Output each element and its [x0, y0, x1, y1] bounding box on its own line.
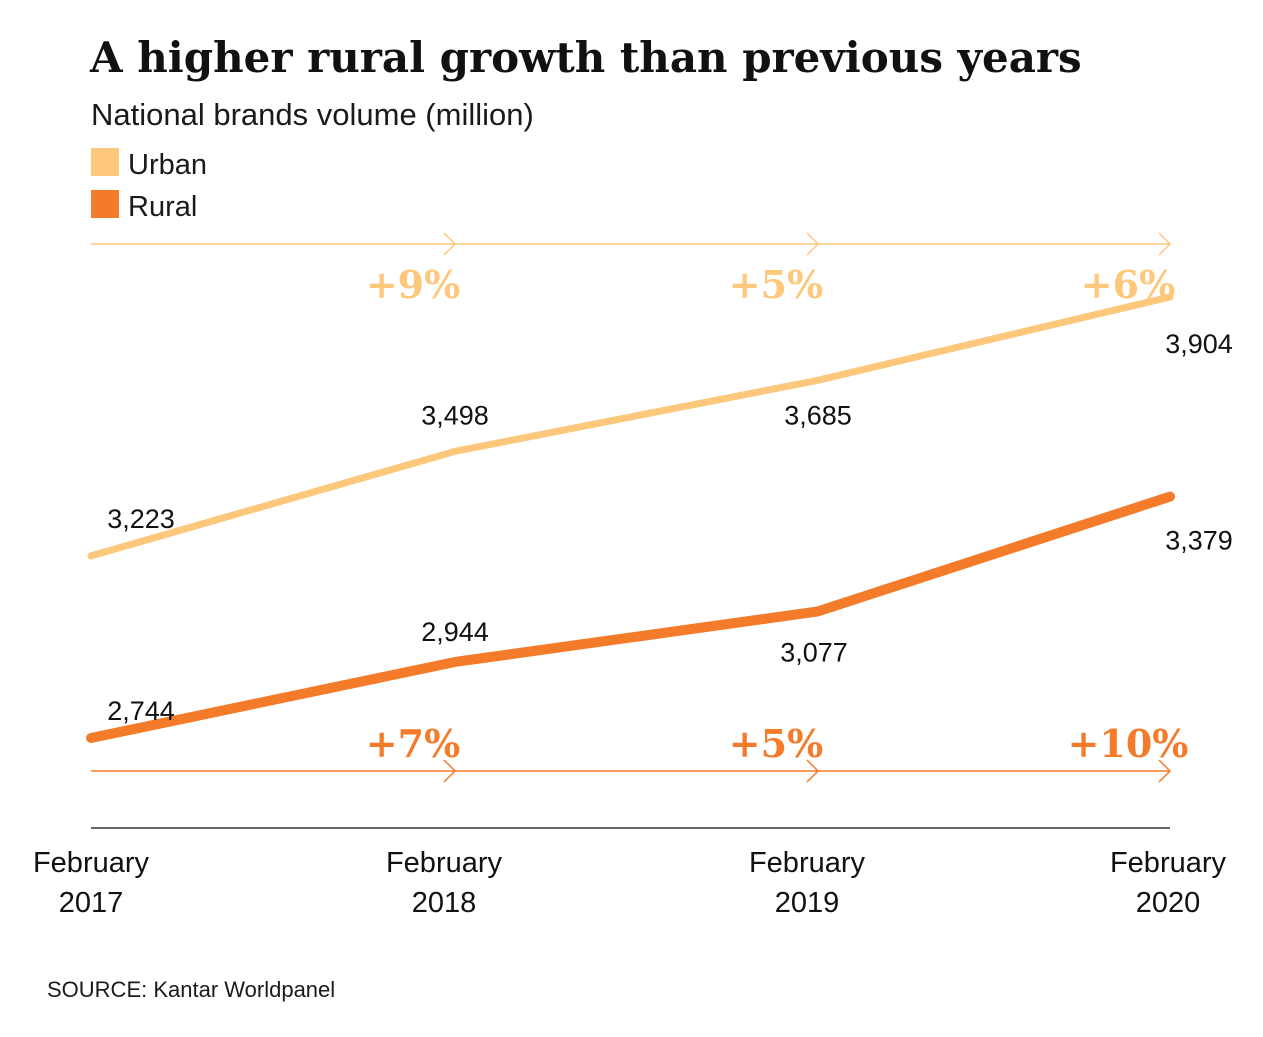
growth-arrowhead-urban [806, 232, 820, 256]
legend-label-urban: Urban [128, 149, 207, 181]
growth-label-rural: +7% [366, 721, 460, 766]
x-tick-label: February 2017 [33, 847, 150, 919]
x-tick-label: February 2018 [386, 847, 503, 919]
x-tick-label: February 2019 [749, 847, 866, 919]
data-label-rural: 3,077 [780, 637, 848, 667]
legend-swatch-urban [91, 148, 119, 176]
data-label-urban: 3,904 [1165, 329, 1233, 359]
source-note: SOURCE: Kantar Worldpanel [47, 977, 335, 1002]
chart-marks: 3,223 3,498 3,685 3,904 +9% +5% +6% 2,744 2,944 3… [86, 232, 1233, 783]
growth-label-rural: +10% [1068, 721, 1189, 766]
growth-arrowhead-urban [443, 232, 457, 256]
growth-label-urban: +5% [729, 262, 823, 307]
data-label-rural: 3,379 [1165, 526, 1233, 556]
data-label-urban: 3,685 [784, 400, 852, 430]
chart-title: A higher rural growth than previous year… [89, 33, 1082, 82]
growth-label-urban: +9% [366, 262, 460, 307]
growth-arrowhead-urban [1158, 232, 1172, 256]
data-label-rural: 2,944 [421, 617, 489, 647]
series-line-rural [86, 491, 1175, 743]
data-label-urban: 3,223 [107, 504, 175, 534]
x-axis-ticks: February 2017 February 2018 February 2019 Febr… [33, 847, 1227, 919]
legend: Urban Rural [91, 148, 207, 223]
chart-subtitle: National brands volume (million) [91, 97, 534, 132]
data-label-rural: 2,744 [107, 696, 175, 726]
x-tick-label: February 2020 [1110, 847, 1227, 919]
growth-arrowhead-rural [806, 759, 820, 783]
growth-arrowhead-rural [1158, 759, 1172, 783]
growth-label-urban: +6% [1081, 262, 1175, 307]
legend-label-rural: Rural [128, 191, 197, 223]
data-label-urban: 3,498 [421, 400, 489, 430]
growth-arrowhead-rural [443, 759, 457, 783]
series-line-urban [87, 293, 1174, 560]
growth-label-rural: +5% [729, 721, 823, 766]
legend-swatch-rural [91, 190, 119, 218]
